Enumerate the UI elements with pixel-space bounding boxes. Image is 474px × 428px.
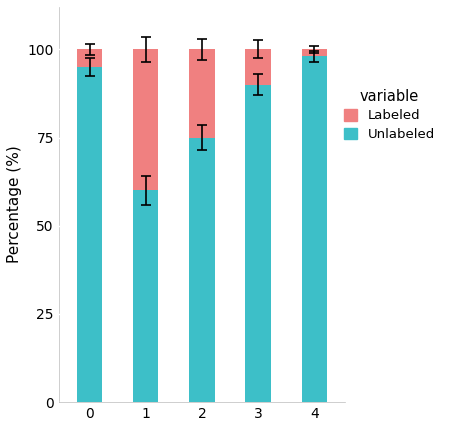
Legend: Labeled, Unlabeled: Labeled, Unlabeled bbox=[340, 85, 439, 145]
Bar bbox=[246, 49, 271, 85]
Bar bbox=[301, 56, 327, 402]
Bar bbox=[189, 49, 215, 137]
Bar bbox=[189, 137, 215, 402]
Y-axis label: Percentage (%): Percentage (%) bbox=[7, 146, 22, 264]
Bar bbox=[133, 190, 158, 402]
Bar bbox=[77, 67, 102, 402]
Bar bbox=[246, 85, 271, 402]
Bar bbox=[301, 49, 327, 56]
Bar bbox=[133, 49, 158, 190]
Bar bbox=[77, 49, 102, 67]
